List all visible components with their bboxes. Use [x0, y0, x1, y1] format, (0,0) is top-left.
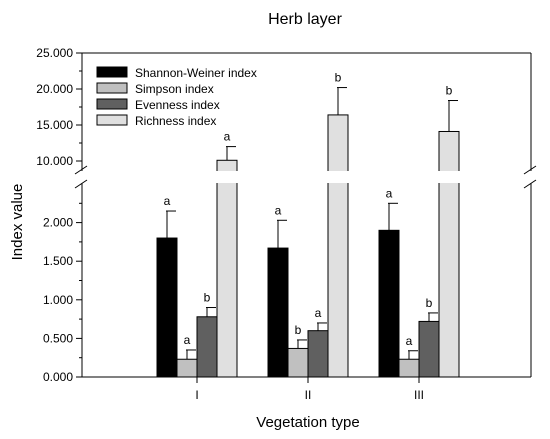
y-tick-label: 0.000	[43, 370, 73, 384]
significance-label: b	[335, 71, 342, 85]
bar	[196, 316, 218, 378]
y-tick-label: 15.000	[36, 118, 73, 132]
legend-label: Richness index	[135, 114, 216, 128]
axis-break-mark	[74, 165, 88, 175]
x-tick-label: II	[305, 388, 312, 402]
legend-swatch	[96, 114, 128, 126]
legend-label: Shannon-Weiner index	[135, 66, 257, 80]
significance-label: a	[275, 203, 282, 217]
axis-break-mark	[74, 179, 88, 189]
y-tick-label: 20.000	[36, 82, 73, 96]
legend-label: Evenness index	[135, 98, 220, 112]
legend: Shannon-Weiner index Simpson index Evennes…	[96, 66, 257, 128]
bar	[156, 237, 178, 378]
y-tick-label: 0.500	[43, 331, 73, 345]
y-tick-label: 25.000	[36, 46, 73, 60]
y-tick-label: 1.500	[43, 254, 73, 268]
significance-label: b	[426, 296, 433, 310]
significance-label: a	[386, 186, 393, 200]
legend-swatch	[96, 82, 128, 94]
axis-break-gap	[67, 171, 546, 183]
plot-area: 0.000 0.500 1.000 1.500 2.000 10.000 15.000 20.…	[36, 46, 546, 402]
x-tick-label: III	[414, 388, 424, 402]
significance-label: b	[446, 84, 453, 98]
bar	[327, 114, 349, 378]
significance-label: a	[315, 306, 322, 320]
significance-label: a	[406, 334, 413, 348]
bar	[216, 159, 238, 378]
bar	[378, 229, 400, 378]
legend-swatch	[96, 66, 128, 78]
bar	[267, 247, 289, 378]
significance-label: a	[184, 333, 191, 347]
significance-label: a	[224, 130, 231, 144]
y-tick-label: 2.000	[43, 216, 73, 230]
axis-break-mark	[523, 179, 537, 189]
legend-label: Simpson index	[135, 82, 214, 96]
significance-label: b	[295, 323, 302, 337]
significance-label: a	[164, 194, 171, 208]
y-axis-label: Index value	[9, 184, 26, 261]
bar	[287, 347, 309, 378]
bar	[438, 130, 460, 378]
x-tick-label: I	[195, 388, 198, 402]
axis-break-mark	[523, 165, 537, 175]
bar	[176, 358, 198, 378]
x-axis-label: Vegetation type	[256, 414, 359, 431]
bar	[307, 330, 329, 378]
bar	[418, 320, 440, 378]
y-tick-label: 1.000	[43, 293, 73, 307]
significance-label: b	[204, 291, 211, 305]
y-tick-label: 10.000	[36, 154, 73, 168]
bar	[398, 358, 420, 378]
chart-title: Herb layer	[268, 11, 342, 28]
legend-swatch	[96, 98, 128, 110]
